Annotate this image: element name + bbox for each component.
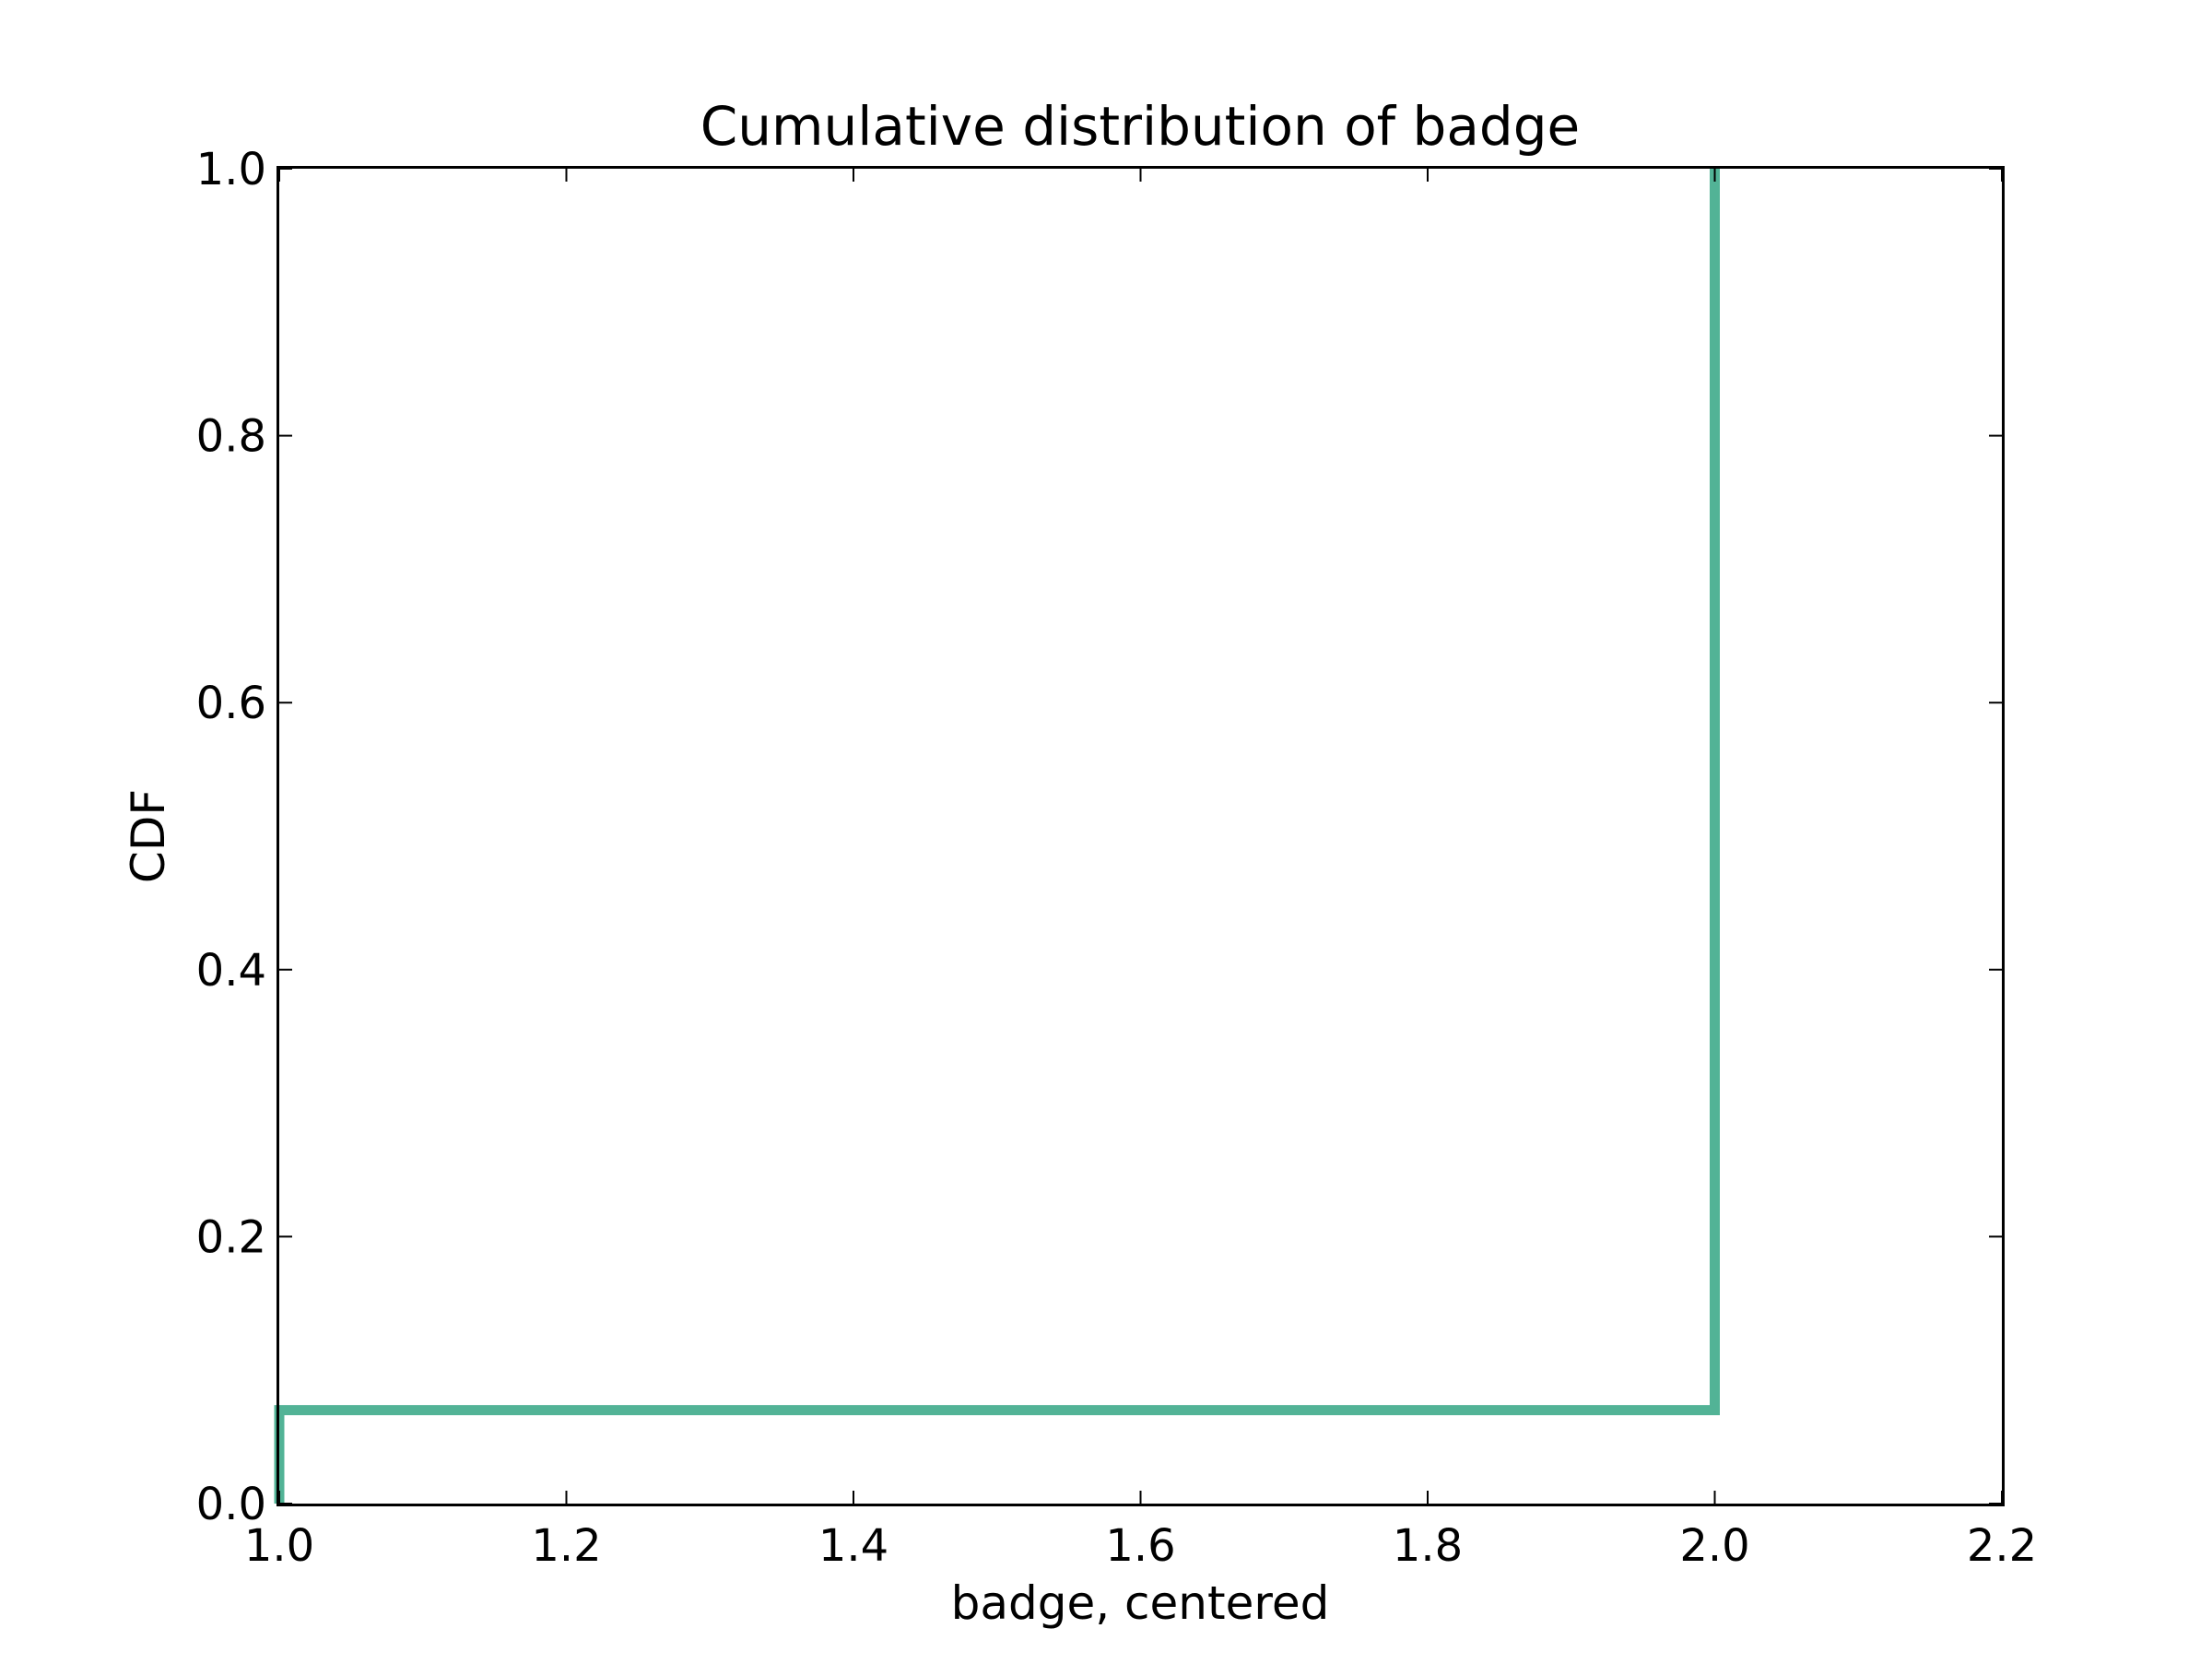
y-tick-label: 0.8 — [196, 411, 266, 463]
x-tick-label: 1.2 — [531, 1520, 601, 1572]
y-tick-label: 0.0 — [196, 1479, 266, 1530]
x-tick-label: 2.2 — [1967, 1520, 2037, 1572]
x-axis: 1.0 1.2 1.4 1.6 1.8 2.0 2.2 — [244, 169, 2037, 1572]
y-tick-label: 0.6 — [196, 678, 266, 729]
x-tick-label: 1.8 — [1393, 1520, 1463, 1572]
y-axis-label: CDF — [122, 789, 175, 883]
y-tick-label: 0.2 — [196, 1211, 266, 1263]
x-tick-label: 1.6 — [1105, 1520, 1175, 1572]
plot-frame — [276, 166, 2005, 1506]
x-tick-label: 1.0 — [244, 1520, 314, 1572]
y-tick-label: 0.4 — [196, 945, 266, 997]
x-axis-label: badge, centered — [951, 1576, 1330, 1630]
x-tick-label: 2.0 — [1679, 1520, 1749, 1572]
chart-title: Cumulative distribution of badge — [700, 95, 1580, 158]
x-tick-label: 1.4 — [818, 1520, 888, 1572]
y-tick-label: 1.0 — [196, 144, 266, 195]
y-axis: 0.0 0.2 0.4 0.6 0.8 1.0 — [196, 144, 2002, 1530]
